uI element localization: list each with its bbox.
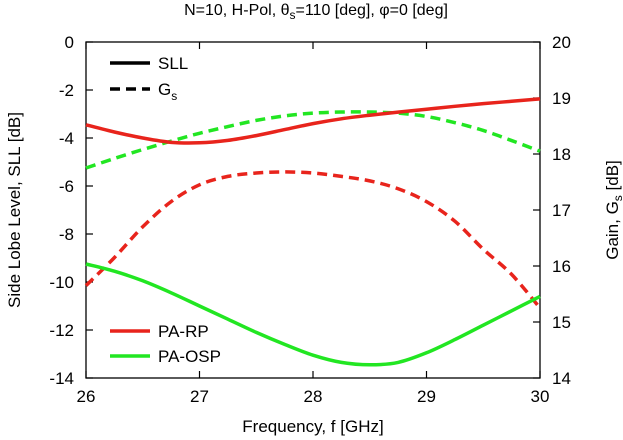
y-left-tick-label: -8: [59, 225, 74, 244]
x-tick-label: 27: [190, 387, 209, 406]
legend-sll-label: SLL: [158, 54, 188, 73]
y-left-tick-label: -12: [49, 321, 74, 340]
y-left-tick-label: -6: [59, 177, 74, 196]
y-right-tick-label: 14: [552, 369, 571, 388]
plot-frame: [85, 41, 541, 379]
x-tick-label: 29: [417, 387, 436, 406]
legend-pa-osp-label: PA-OSP: [158, 347, 221, 366]
x-tick-label: 26: [77, 387, 96, 406]
series-pa-osp-sll-line: [85, 262, 541, 367]
legend-color: PA-RP PA-OSP: [110, 322, 221, 366]
axis-ticks: 26 27 28 29 30 0 -2 -4 -6 -8 -10 -12 -14 20 19 18 17 16 15…: [49, 33, 571, 406]
y-left-tick-label: -10: [49, 273, 74, 292]
y-right-label-rest: [dB]: [603, 160, 622, 195]
y-right-tick-label: 20: [552, 33, 571, 52]
legend-style: SLL Gs: [110, 54, 188, 103]
x-axis-label: Frequency, f [GHz]: [242, 417, 383, 436]
y-right-tick-label: 15: [552, 313, 571, 332]
legend-pa-rp-label: PA-RP: [158, 322, 209, 341]
y-left-tick-label: -4: [59, 129, 74, 148]
y-right-tick-label: 18: [552, 145, 571, 164]
title-main: N=10, H-Pol, θ: [184, 2, 289, 19]
y-right-tick-label: 17: [552, 201, 571, 220]
y-axis-right-label: Gain, Gs [dB]: [603, 160, 623, 260]
title-rest: =110 [deg], φ=0 [deg]: [295, 2, 447, 19]
legend-gs-main: G: [158, 80, 171, 99]
y-right-tick-label: 16: [552, 257, 571, 276]
y-left-tick-label: -2: [59, 81, 74, 100]
legend-gs-subscript: s: [171, 89, 177, 103]
series-pa-rp-gs-line: [84, 170, 542, 310]
chart-title: N=10, H-Pol, θs=110 [deg], φ=0 [deg]: [184, 2, 448, 22]
x-tick-label: 30: [531, 387, 550, 406]
x-tick-label: 28: [304, 387, 323, 406]
series-pa-osp-gs-line: [85, 110, 541, 170]
y-right-label-subscript: s: [611, 195, 623, 201]
y-right-tick-label: 19: [552, 89, 571, 108]
series-pa-rp-sll-line: [85, 97, 541, 145]
y-right-label-main: Gain, G: [603, 201, 622, 260]
y-left-tick-label: -14: [49, 369, 74, 388]
legend-gs-label: Gs: [158, 80, 177, 103]
y-axis-left-label: Side Lobe Level, SLL [dB]: [5, 112, 24, 308]
title-subscript: s: [289, 8, 295, 22]
y-left-tick-label: 0: [65, 33, 74, 52]
series-layer: [84, 97, 542, 367]
